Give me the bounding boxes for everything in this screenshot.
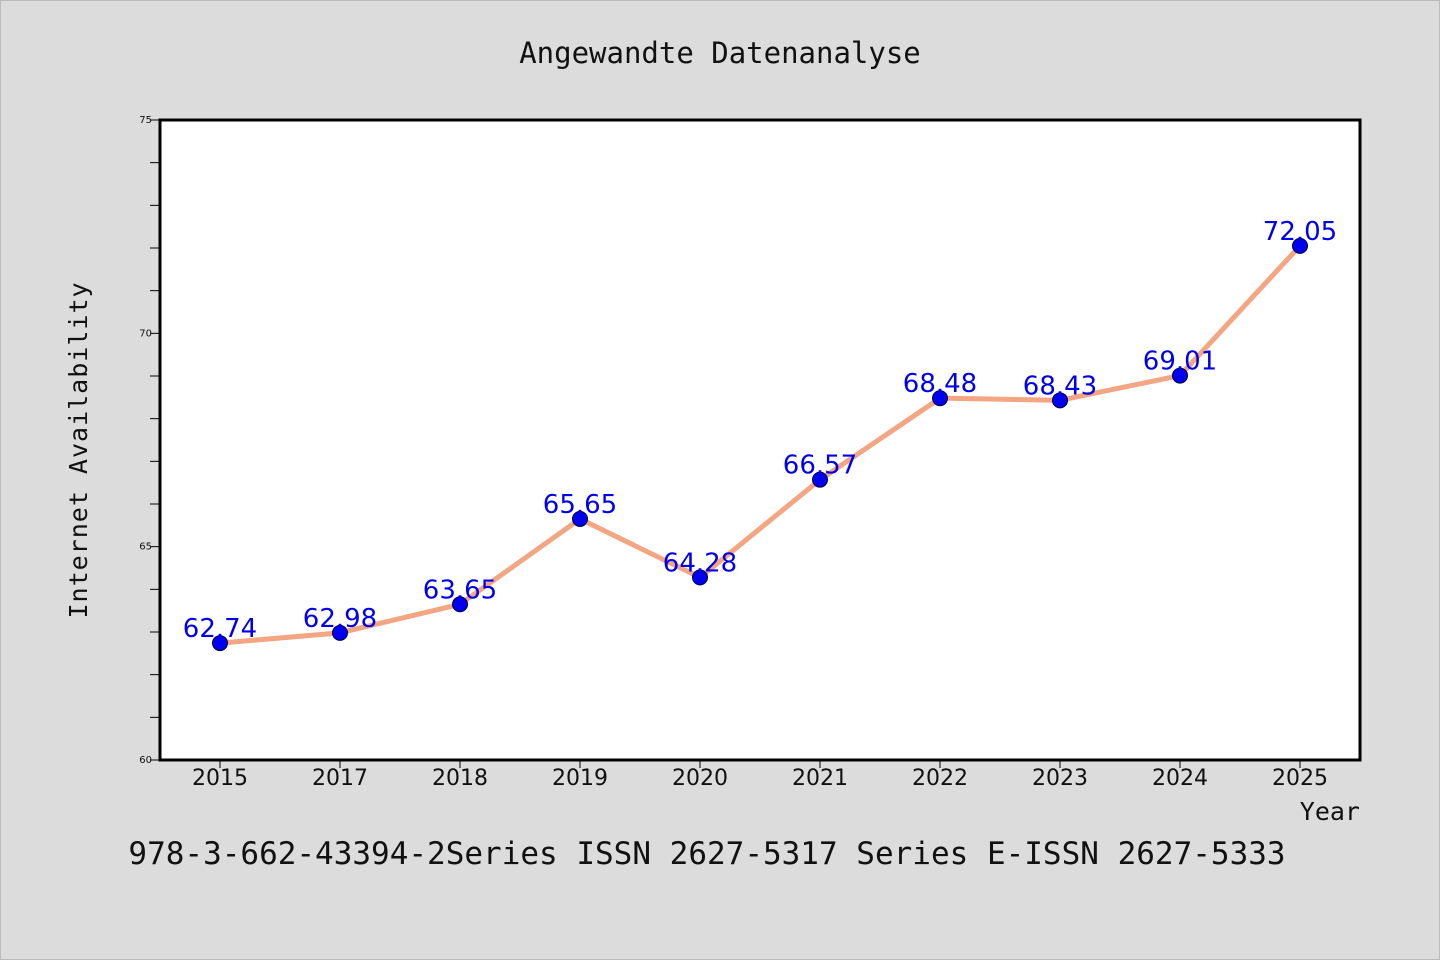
data-point — [692, 569, 708, 586]
x-tick-label: 2023 — [1032, 766, 1088, 791]
data-label: 66.57 — [783, 451, 857, 481]
y-tick-label: 70 — [139, 328, 152, 339]
data-point — [932, 390, 948, 407]
data-point — [1292, 237, 1308, 254]
data-label: 68.48 — [903, 369, 977, 399]
x-axis-label: Year — [1300, 797, 1360, 826]
x-tick-label: 2025 — [1272, 766, 1328, 791]
x-tick-label: 2017 — [312, 766, 368, 791]
data-point — [812, 471, 828, 488]
data-point — [1172, 367, 1188, 384]
y-tick-label: 65 — [139, 542, 152, 553]
x-tick-label: 2022 — [912, 766, 968, 791]
data-label: 64.28 — [663, 548, 737, 578]
data-point — [572, 510, 588, 527]
data-label: 62.98 — [303, 604, 377, 634]
data-point — [452, 596, 468, 613]
y-tick-label: 60 — [139, 755, 152, 766]
chart-title: Angewandte Datenanalyse — [519, 36, 921, 70]
data-label: 63.65 — [423, 575, 497, 605]
x-tick-label: 2024 — [1152, 766, 1208, 791]
y-axis-ticks: 60 65 70 75 — [139, 115, 160, 766]
x-tick-label: 2018 — [432, 766, 488, 791]
series-line — [217, 243, 1303, 646]
x-tick-label: 2021 — [792, 766, 848, 791]
data-label: 62.74 — [183, 614, 257, 644]
data-label: 72.05 — [1263, 217, 1337, 247]
data-point — [212, 635, 228, 652]
x-tick-label: 2015 — [192, 766, 248, 791]
x-axis-ticks: 2015 2017 2018 2019 2020 2021 2022 2023 2024 2025 — [192, 760, 1328, 791]
y-axis-label: Internet Availability — [64, 281, 93, 618]
data-label: 65.65 — [543, 490, 617, 520]
y-tick-label: 75 — [139, 115, 152, 126]
footer-text: 978-3-662-43394-2Series ISSN 2627-5317 S… — [128, 836, 1285, 872]
series-line-group: 62.74 62.98 63.65 65.65 64.28 66.57 68.48 68.43… — [183, 217, 1337, 652]
x-tick-label: 2019 — [552, 766, 608, 791]
x-tick-label: 2020 — [672, 766, 728, 791]
data-point — [332, 624, 348, 641]
data-point — [1052, 392, 1068, 409]
data-label: 69.01 — [1143, 347, 1217, 377]
data-label: 68.43 — [1023, 371, 1097, 401]
plot-area — [158, 118, 1362, 762]
